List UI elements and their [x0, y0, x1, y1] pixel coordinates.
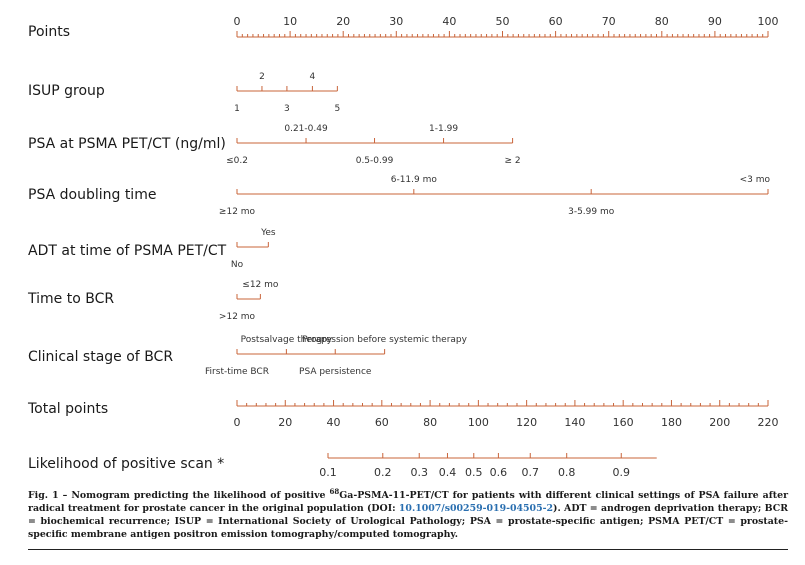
predictor-label-below: PSA persistence [299, 367, 372, 377]
prob-label: 0.3 [410, 466, 428, 479]
predictor-label-below: ≥ 2 [505, 156, 521, 166]
predictor-label-above: <3 mo [740, 175, 771, 185]
tick-label: 90 [708, 15, 722, 28]
caption-text-1: Nomogram predicting the likelihood of po… [71, 490, 330, 501]
tick-label: 160 [613, 416, 634, 429]
predictor-label-below: 3 [284, 104, 290, 114]
tick-label: 60 [549, 15, 563, 28]
tick-label: 40 [442, 15, 456, 28]
row-label-0: Points [28, 24, 70, 40]
predictor-label-above: 2 [259, 72, 265, 82]
tick-label: 220 [758, 416, 779, 429]
predictor-label-below: ≥12 mo [219, 207, 256, 217]
predictor-label-above: 1-1.99 [429, 124, 458, 134]
tick-label: 60 [375, 416, 389, 429]
prob-label: 0.4 [439, 466, 457, 479]
figure-caption: Fig. 1 – Nomogram predicting the likelih… [28, 486, 789, 541]
tick-label: 70 [602, 15, 616, 28]
predictor-label-above: Yes [260, 228, 276, 238]
row-label-1: ISUP group [28, 83, 105, 99]
predictor-label-above: 4 [310, 72, 316, 82]
predictor-label-below: 3-5.99 mo [568, 207, 615, 217]
tick-label: 100 [758, 15, 779, 28]
tick-label: 180 [661, 416, 682, 429]
row-label-2: PSA at PSMA PET/CT (ng/ml) [28, 136, 226, 152]
predictor-label-above: Progression before systemic therapy [302, 335, 467, 345]
row-label-7: Total points [27, 401, 108, 417]
predictor-label-below: >12 mo [219, 312, 256, 322]
tick-label: 40 [327, 416, 341, 429]
predictor-label-below: ≤0.2 [226, 156, 248, 166]
row-label-8: Likelihood of positive scan * [28, 456, 224, 472]
tick-label: 140 [564, 416, 585, 429]
tick-label: 80 [423, 416, 437, 429]
prob-label: 0.1 [319, 466, 337, 479]
tick-label: 20 [278, 416, 292, 429]
prob-label: 0.7 [522, 466, 540, 479]
predictor-label-below: 0.5-0.99 [356, 156, 394, 166]
tick-label: 50 [496, 15, 510, 28]
bottom-rule [28, 549, 788, 550]
predictor-label-above: 6-11.9 mo [391, 175, 438, 185]
prob-label: 0.9 [613, 466, 631, 479]
predictor-label-above: ≤12 mo [242, 280, 279, 290]
prob-label: 0.6 [490, 466, 508, 479]
predictor-label-above: Postsalvage therapy [241, 335, 333, 345]
row-label-4: ADT at time of PSMA PET/CT [28, 243, 227, 259]
row-label-3: PSA doubling time [28, 187, 156, 203]
prob-label: 0.8 [558, 466, 576, 479]
tick-label: 30 [389, 15, 403, 28]
row-label-6: Clinical stage of BCR [28, 349, 173, 365]
predictor-label-below: First-time BCR [205, 367, 269, 377]
caption-fig-label: Fig. 1 – [28, 490, 72, 501]
tick-label: 0 [234, 15, 241, 28]
caption-superscript: 68 [329, 486, 340, 496]
tick-label: 200 [709, 416, 730, 429]
predictor-label-below: No [231, 260, 244, 270]
tick-label: 120 [516, 416, 537, 429]
tick-label: 20 [336, 15, 350, 28]
row-label-5: Time to BCR [27, 291, 114, 307]
predictor-label-below: 5 [334, 104, 340, 114]
predictor-label-above: 0.21-0.49 [284, 124, 328, 134]
tick-label: 0 [234, 416, 241, 429]
caption-text-2: Ga-PSMA-11-PET/CT for patients with diff… [28, 490, 789, 514]
caption-text-3: ). ADT = androgen deprivation therapy; B… [28, 503, 788, 540]
prob-label: 0.5 [465, 466, 483, 479]
prob-label: 0.2 [374, 466, 392, 479]
predictor-label-below: 1 [234, 104, 240, 114]
tick-label: 10 [283, 15, 297, 28]
tick-label: 100 [468, 416, 489, 429]
caption-doi-link[interactable]: 10.1007/s00259-019-04505-2 [398, 503, 554, 514]
tick-label: 80 [655, 15, 669, 28]
